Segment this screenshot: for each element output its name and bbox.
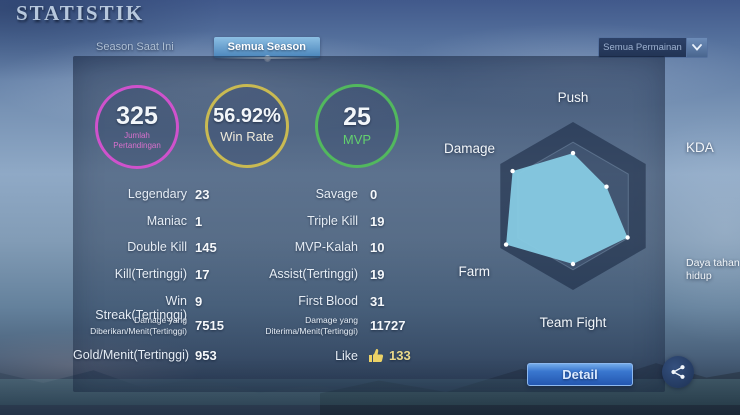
performance-radar-chart [500,122,646,290]
game-mode-dropdown-value: Semua Permainan [603,42,682,53]
stat-label: Gold/Menit(Tertinggi) [73,348,190,362]
stat-value: 10 [370,240,385,255]
radar-axis-farm: Farm [458,264,491,279]
stat-label: MVP-Kalah [294,240,358,254]
share-icon [671,365,685,379]
stat-label: Triple Kill [307,214,358,228]
stat-label: Assist(Tertinggi) [269,267,358,281]
stat-label: Maniac [146,214,187,228]
mvp-circle: 25 MVP [315,84,399,168]
mvp-value: 25 [343,102,371,131]
game-mode-dropdown[interactable]: Semua Permainan [598,37,708,58]
stat-value: 9 [195,294,203,309]
stat-label: Win Streak(Tertinggi) [95,294,187,322]
radar-data-polygon [506,153,628,264]
stat-value: 17 [195,267,210,282]
stat-label: Kill(Tertinggi) [114,267,187,281]
tab-season-saat-ini[interactable]: Season Saat Ini [96,41,174,53]
chevron-down-icon[interactable] [686,38,707,57]
winrate-value: 56.92% [213,105,281,128]
mvp-label: MVP [342,132,372,147]
radar-axis-kda: KDA [686,140,714,155]
matches-circle: 325 Jumlah Pertandingan [95,85,179,169]
radar-axis-team-fight: Team Fight [539,315,607,330]
like-row: Like 133 [223,348,413,363]
stat-value: 11727 [370,318,406,333]
stat-label: Damage yang Diberikan/Menit(Tertinggi) [90,315,187,336]
page-title: STATISTIK [16,1,145,25]
season-tabs: Season Saat Ini Semua Season [82,37,321,62]
stat-label: First Blood [298,294,358,308]
like-count: 133 [389,348,411,363]
tab-semua-season-label: Semua Season [227,41,306,53]
tab-semua-season[interactable]: Semua Season [213,37,321,62]
radar-axis-damage: Damage [443,141,495,156]
like-label: Like [335,348,358,363]
stat-value: 31 [370,294,385,309]
matches-label: Jumlah Pertandingan [113,131,161,151]
stat-label: Damage yang Diterima/Menit(Tertinggi) [265,315,358,336]
stat-label: Legendary [127,187,187,201]
stat-value: 19 [370,214,385,229]
radar-axis-durability: Daya tahan hidup [686,257,740,283]
thumbs-up-icon [369,349,384,362]
stat-value: 1 [195,214,203,229]
stat-value: 953 [195,348,217,363]
stat-value: 23 [195,187,210,202]
radar-axis-push: Push [557,90,589,105]
share-button[interactable] [662,356,694,388]
stat-value: 0 [370,187,378,202]
matches-value: 325 [116,101,158,130]
stat-value: 145 [195,240,217,255]
stat-value: 19 [370,267,385,282]
stat-label: Savage [315,187,358,201]
stat-label: Double Kill [127,240,187,254]
winrate-circle: 56.92% Win Rate [205,84,289,168]
winrate-label: Win Rate [220,129,274,145]
stat-value: 7515 [195,318,224,333]
radar-vertex-dots [503,150,630,267]
detail-button[interactable]: Detail [527,363,633,386]
